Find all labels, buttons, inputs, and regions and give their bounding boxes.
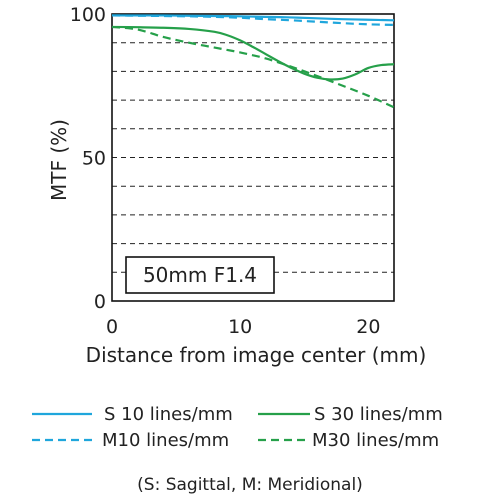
x-tick-label: 10 — [228, 316, 252, 338]
curve-type-note: (S: Sagittal, M: Meridional) — [137, 475, 363, 495]
lens-label: 50mm F1.4 — [143, 263, 257, 287]
y-tick-label: 100 — [70, 4, 106, 26]
grid-lines — [112, 42, 394, 273]
x-tick-labels: 0 10 20 — [106, 316, 381, 338]
y-axis-label: MTF (%) — [47, 119, 71, 201]
lens-label-frame — [125, 256, 275, 294]
x-tick-label: 20 — [356, 316, 380, 338]
lens-label-box: 50mm F1.4 — [125, 256, 275, 294]
legend-label-s30: S 30 lines/mm — [314, 404, 443, 425]
legend-label-m10: M10 lines/mm — [102, 430, 229, 451]
series-line-s30 — [111, 25, 395, 81]
legend-label-m30: M30 lines/mm — [312, 430, 439, 451]
legend: S 10 lines/mm S 30 lines/mm M10 lines/mm… — [32, 404, 443, 451]
series-line-s10 — [112, 14, 395, 22]
y-tick-labels: 0 50 100 — [70, 4, 106, 313]
x-tick-label: 0 — [106, 316, 118, 338]
y-tick-label: 50 — [82, 148, 106, 170]
series-lines — [111, 14, 395, 109]
legend-label-s10: S 10 lines/mm — [104, 404, 233, 425]
series-line-m30 — [111, 25, 395, 109]
y-tick-label: 0 — [94, 291, 106, 313]
x-axis-label: Distance from image center (mm) — [86, 343, 427, 367]
plot-frame — [111, 13, 395, 302]
